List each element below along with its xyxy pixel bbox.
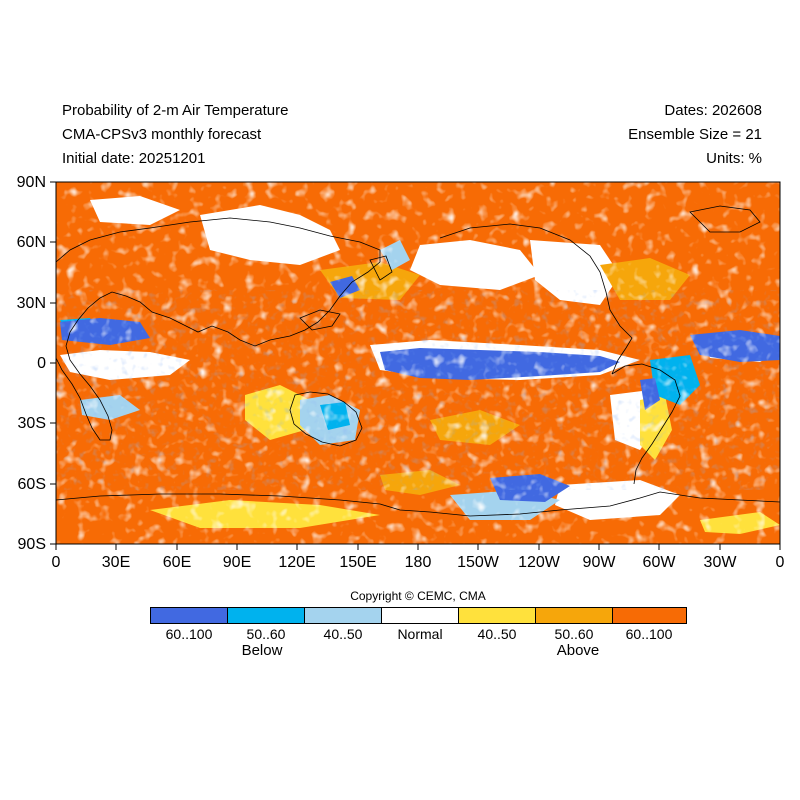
y-axis-ticks [50,181,56,545]
y-label-60n: 60N [16,234,46,251]
x-label-0-end: 0 [775,554,785,571]
colorbar-label-below-50-60: 50..60 [246,626,286,642]
model-subtitle: CMA-CPSv3 monthly forecast [62,126,262,143]
x-label-150e: 150E [339,554,377,571]
y-label-0: 0 [37,355,46,372]
x-label-30e: 30E [101,554,131,571]
colorbar-below-50-60 [227,607,305,624]
colorbar-group-above: Above [556,642,600,659]
colorbar-above-60-100 [612,607,687,624]
colorbar-label-above-60-100: 60..100 [625,626,673,642]
x-label-120w: 120W [518,554,560,571]
x-label-60w: 60W [642,554,676,571]
colorbar-label-above-40-50: 40..50 [477,626,517,642]
ensemble-size: Ensemble Size = 21 [628,126,762,143]
x-label-90e: 90E [222,554,252,571]
y-label-90n: 90N [16,174,46,191]
texture-below [56,290,780,490]
colorbar-normal [381,607,459,624]
y-label-30s: 30S [17,415,46,432]
x-label-30w: 30W [703,554,737,571]
x-label-90w: 90W [582,554,616,571]
y-label-30n: 30N [16,295,46,312]
x-axis-ticks [55,544,781,550]
colorbar-label-below-40-50: 40..50 [323,626,363,642]
copyright-notice: Copyright © CEMC, CMA [350,589,486,603]
y-label-90s: 90S [17,536,46,553]
x-label-150w: 150W [457,554,499,571]
x-label-180: 180 [404,554,432,571]
colorbar-group-below: Below [241,642,283,659]
coastlines [56,205,780,517]
y-label-60s: 60S [17,476,46,493]
colorbar-below-60-100 [150,607,228,624]
colorbar-label-above-50-60: 50..60 [554,626,594,642]
units-label: Units: % [706,150,762,167]
colorbar-above-40-50 [458,607,536,624]
initial-date: Initial date: 20251201 [62,150,206,167]
colorbar-above-50-60 [535,607,613,624]
colorbar-below-40-50 [304,607,382,624]
x-label-0: 0 [51,554,61,571]
x-label-120e: 120E [278,554,316,571]
x-label-60e: 60E [162,554,192,571]
colorbar-label-below-60-100: 60..100 [165,626,213,642]
map-title: Probability of 2-m Air Temperature [62,102,289,119]
colorbar-label-normal: Normal [397,626,443,642]
forecast-dates: Dates: 202608 [664,102,762,119]
